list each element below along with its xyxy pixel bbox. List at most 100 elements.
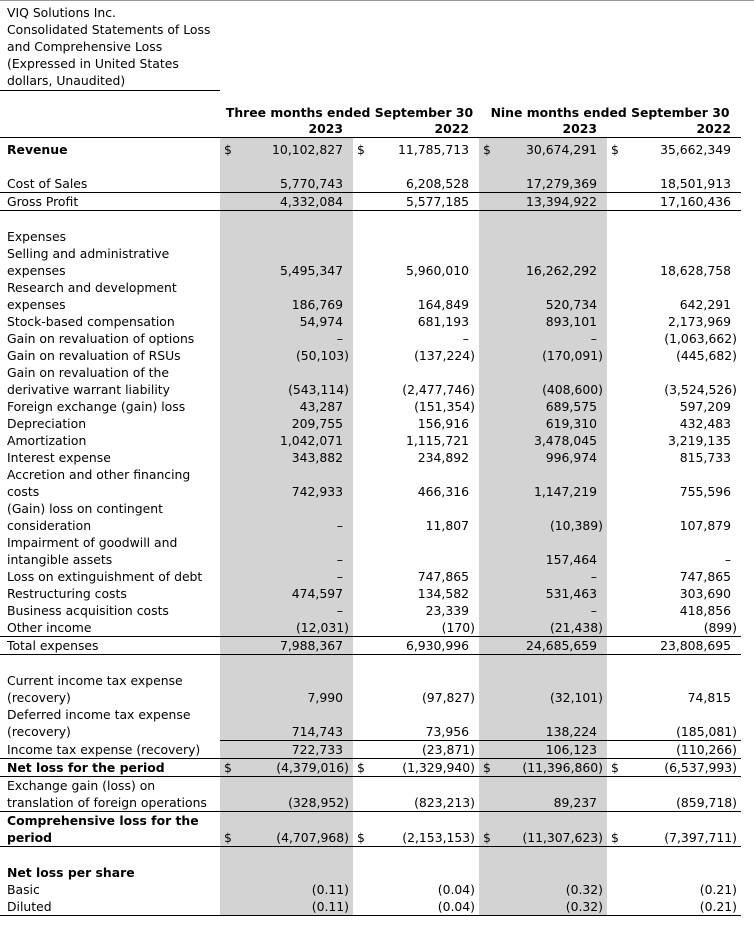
- amount: 30,674,291: [526, 142, 597, 157]
- value-cell: [479, 210, 607, 228]
- value-cell: [353, 158, 479, 175]
- value-cell: [353, 864, 479, 881]
- value-cell: (12,031): [220, 619, 353, 637]
- value-cell: (0.04): [353, 881, 479, 898]
- row-label: Gain on revaluation of options: [7, 331, 195, 346]
- value-cell: 106,123: [479, 740, 607, 759]
- table-row: Depreciation 209,755 156,916 619,310 432,483: [0, 415, 741, 432]
- amount: 24,685,659: [526, 638, 597, 653]
- amount: 17,279,369: [526, 176, 597, 191]
- amount: 747,865: [417, 569, 469, 584]
- row-label: Revenue: [7, 142, 68, 157]
- row-label: Amortization: [7, 433, 87, 448]
- currency-symbol: $: [357, 829, 365, 845]
- value-cell: (823,213): [353, 776, 479, 812]
- amount: 714,743: [291, 723, 343, 739]
- value-cell: 343,882: [220, 449, 353, 466]
- amount: (823,213): [414, 794, 475, 810]
- amount: 5,770,743: [279, 176, 343, 191]
- value-cell: 747,865: [353, 568, 479, 585]
- amount: (110,266): [676, 741, 738, 757]
- value-cell: [220, 228, 353, 245]
- value-cell: 5,495,347: [220, 245, 353, 279]
- currency-symbol: $: [224, 829, 232, 845]
- period-three-months: Three months ended September 30: [225, 105, 474, 120]
- row-label: Net loss for the period: [0, 758, 220, 777]
- amount: 520,734: [545, 297, 597, 312]
- value-cell: 17,279,369: [479, 175, 607, 193]
- table-row: Total expenses 7,988,367 6,930,996 24,685,6…: [0, 636, 742, 655]
- value-cell: [479, 846, 607, 864]
- value-cell: (3,524,526): [607, 364, 741, 398]
- value-cell: 7,990: [220, 672, 353, 706]
- amount: 157,464: [545, 552, 597, 567]
- value-cell: 6,930,996: [353, 636, 479, 655]
- value-cell: –: [220, 568, 353, 585]
- value-cell: 157,464: [479, 534, 607, 568]
- table-row: Gain on revaluation of the derivative wa…: [0, 364, 741, 398]
- amount: 107,879: [679, 518, 732, 533]
- value-cell: 755,596: [607, 466, 741, 500]
- amount: 466,316: [417, 484, 469, 499]
- value-cell: 681,193: [353, 313, 479, 330]
- amount: 18,501,913: [660, 176, 732, 191]
- value-cell: $30,674,291: [479, 137, 607, 158]
- amount: 89,237: [553, 794, 597, 810]
- row-label: Comprehensive loss for the period: [0, 811, 220, 847]
- amount: (0.04): [437, 898, 475, 914]
- amount: –: [336, 603, 343, 618]
- period-header-row: Three months ended September 30 Nine mon…: [0, 105, 741, 121]
- row-label: Restructuring costs: [7, 586, 127, 601]
- amount: (11,307,623): [522, 829, 603, 845]
- value-cell: 722,733: [220, 740, 353, 759]
- value-cell: [607, 846, 741, 864]
- row-label: Deferred income tax expense (recovery): [7, 707, 191, 739]
- amount: 23,808,695: [660, 638, 732, 653]
- value-cell: (170): [353, 619, 479, 637]
- amount: 996,974: [545, 450, 597, 465]
- amount: –: [336, 331, 343, 346]
- amount: 5,960,010: [405, 263, 469, 278]
- amount: 5,577,185: [405, 194, 469, 209]
- value-cell: –: [220, 330, 353, 347]
- row-label: Gain on revaluation of the derivative wa…: [7, 365, 170, 397]
- row-label: Research and development expenses: [7, 280, 177, 312]
- value-cell: $35,662,349: [607, 138, 741, 159]
- amount: (11,396,860): [522, 759, 603, 775]
- amount: (97,827): [421, 690, 475, 705]
- amount: 1,042,071: [279, 433, 343, 448]
- value-cell: [220, 654, 353, 672]
- value-cell: (899): [607, 619, 742, 637]
- value-cell: (32,101): [479, 672, 607, 706]
- table-row: Foreign exchange (gain) loss 43,287 (151,3…: [0, 398, 741, 415]
- value-cell: (151,354): [353, 398, 479, 415]
- value-cell: 17,160,436: [607, 192, 742, 211]
- amount: –: [590, 569, 597, 584]
- value-cell: 23,808,695: [607, 636, 742, 655]
- table-row: Research and development expenses 186,769…: [0, 279, 741, 313]
- value-cell: 996,974: [479, 449, 607, 466]
- value-cell: 156,916: [353, 415, 479, 432]
- value-cell: 893,101: [479, 313, 607, 330]
- value-cell: 4,332,084: [220, 192, 353, 211]
- row-label: Loss on extinguishment of debt: [7, 569, 203, 584]
- amount: 747,865: [679, 569, 732, 584]
- amount: 11,807: [425, 518, 469, 533]
- value-cell: 742,933: [220, 466, 353, 500]
- value-cell: 619,310: [479, 415, 607, 432]
- table-row: Expenses: [0, 228, 741, 245]
- currency-symbol: $: [224, 759, 232, 775]
- amount: (3,524,526): [664, 382, 738, 397]
- value-cell: 107,879: [607, 500, 741, 534]
- amount: 619,310: [545, 416, 597, 431]
- amount: 35,662,349: [660, 142, 732, 157]
- amount: 474,597: [291, 586, 343, 601]
- value-cell: (445,682): [607, 347, 741, 364]
- table-row: Restructuring costs 474,597 134,582 531,463…: [0, 585, 741, 602]
- value-cell: [353, 846, 479, 864]
- row-label: Gain on revaluation of RSUs: [7, 348, 181, 363]
- value-cell: 466,316: [353, 466, 479, 500]
- amount: (4,379,016): [276, 759, 349, 775]
- value-cell: –: [607, 534, 741, 568]
- amount: 138,224: [545, 723, 597, 739]
